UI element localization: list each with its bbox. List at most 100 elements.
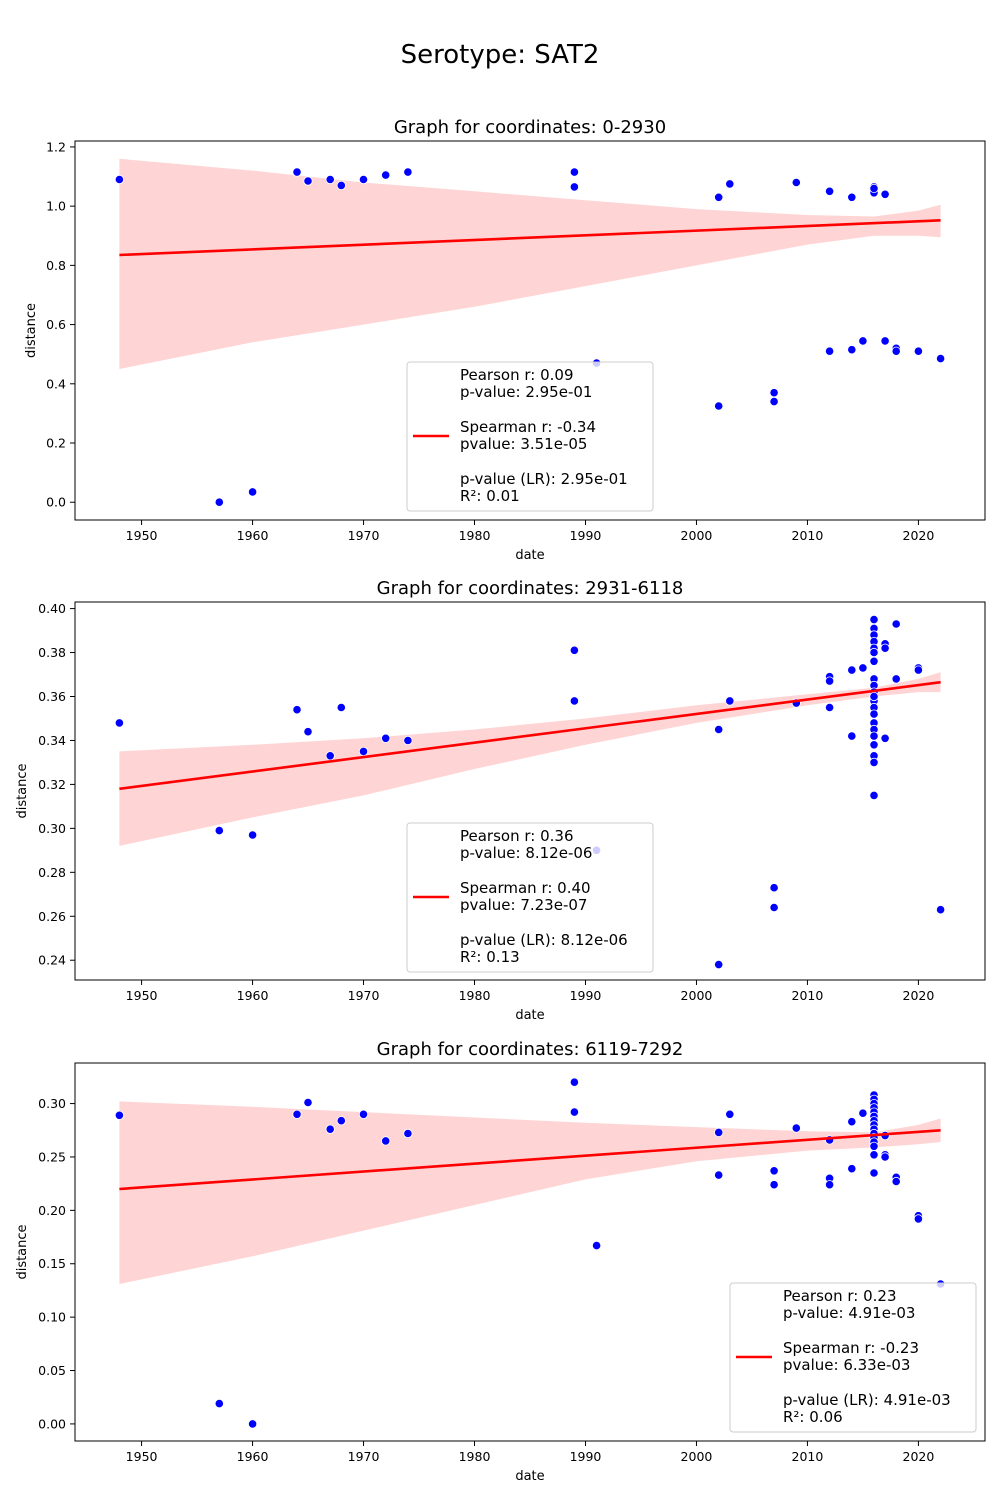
legend-lr-p: p-value (LR): 8.12e-06 xyxy=(460,931,628,949)
data-point xyxy=(714,401,724,411)
legend-box xyxy=(406,822,654,973)
data-point xyxy=(824,186,835,196)
data-point xyxy=(214,1399,224,1409)
regression-line xyxy=(119,680,941,791)
y-tick-label: 1.0 xyxy=(46,199,66,214)
data-point xyxy=(714,1170,724,1180)
data-point xyxy=(847,1164,857,1174)
data-point xyxy=(913,1214,924,1224)
data-point xyxy=(381,170,391,180)
data-point xyxy=(869,790,879,801)
y-tick-label: 0.8 xyxy=(46,258,66,273)
legend-spearman-p: pvalue: 3.51e-05 xyxy=(460,435,587,453)
x-tick-label: 1990 xyxy=(570,988,602,1003)
y-tick-label: 0.05 xyxy=(38,1363,66,1378)
data-point xyxy=(381,1136,391,1146)
plot-area xyxy=(114,158,946,507)
data-point xyxy=(891,1176,901,1187)
data-point xyxy=(935,353,946,364)
data-point xyxy=(891,346,901,356)
data-point xyxy=(214,825,224,836)
data-point xyxy=(769,902,779,913)
data-point xyxy=(403,735,413,746)
y-tick-label: 0.2 xyxy=(46,436,66,451)
x-axis-label: date xyxy=(515,1008,544,1023)
data-point xyxy=(114,1110,125,1120)
x-tick-label: 1960 xyxy=(237,528,269,543)
data-point xyxy=(769,1180,779,1190)
x-tick-label: 1970 xyxy=(348,528,380,543)
y-tick-label: 0.30 xyxy=(38,821,66,836)
data-point xyxy=(869,1141,879,1151)
legend-lr-p: p-value (LR): 4.91e-03 xyxy=(783,1391,951,1409)
data-point xyxy=(725,1109,735,1119)
y-tick-label: 1.2 xyxy=(46,139,66,154)
legend-spearman: Spearman r: -0.34 xyxy=(460,418,596,436)
data-point xyxy=(769,388,779,398)
legend-r2: R²: 0.01 xyxy=(460,487,520,505)
chart-title: Graph for coordinates: 2931-6118 xyxy=(377,578,684,599)
legend-lr-p: p-value (LR): 2.95e-01 xyxy=(460,470,628,488)
data-point xyxy=(292,167,302,177)
data-point xyxy=(869,1168,879,1178)
legend-r2: R²: 0.13 xyxy=(460,948,520,966)
axes-frame xyxy=(74,601,986,981)
data-point xyxy=(880,189,890,199)
data-point xyxy=(292,1109,302,1119)
x-tick-label: 2010 xyxy=(792,988,824,1003)
data-point xyxy=(292,705,302,715)
data-point xyxy=(847,1117,857,1127)
y-tick-label: 0.4 xyxy=(46,376,66,391)
confidence-band xyxy=(119,158,941,369)
data-point xyxy=(858,1108,868,1118)
data-point xyxy=(847,345,857,355)
data-point xyxy=(847,192,857,202)
x-tick-label: 1980 xyxy=(459,528,491,543)
data-point xyxy=(847,731,857,741)
data-point xyxy=(769,396,779,407)
y-tick-label: 0.6 xyxy=(46,317,66,332)
legend: Pearson r: 0.23p-value: 4.91e-03 Spearman… xyxy=(729,1282,977,1433)
data-point xyxy=(336,1116,346,1126)
x-tick-label: 2010 xyxy=(792,528,824,543)
data-point xyxy=(869,740,879,750)
chart-title: Graph for coordinates: 6119-7292 xyxy=(377,1039,684,1060)
data-point xyxy=(358,746,369,757)
data-point xyxy=(824,1180,835,1190)
y-tick-label: 0.26 xyxy=(38,909,66,924)
x-tick-label: 2000 xyxy=(681,1449,713,1464)
plot-area xyxy=(114,614,946,970)
legend-r2: R²: 0.06 xyxy=(783,1408,843,1426)
data-point xyxy=(303,176,313,186)
x-axis-label: date xyxy=(515,548,544,563)
data-point xyxy=(214,497,224,507)
data-point xyxy=(569,696,580,706)
y-axis-label: distance xyxy=(15,1224,30,1279)
y-tick-label: 0.10 xyxy=(38,1310,66,1325)
y-axis-label: distance xyxy=(24,303,39,358)
confidence-band xyxy=(119,672,941,846)
y-tick-label: 0.20 xyxy=(38,1203,66,1218)
data-point xyxy=(714,959,724,970)
regression-line xyxy=(119,1128,941,1191)
x-tick-label: 1980 xyxy=(459,1449,491,1464)
x-tick-label: 1990 xyxy=(570,528,602,543)
data-point xyxy=(114,718,125,728)
y-tick-label: 0.36 xyxy=(38,689,66,704)
data-point xyxy=(358,1109,369,1119)
x-tick-label: 1950 xyxy=(126,1449,158,1464)
y-tick-label: 0.0 xyxy=(46,495,66,510)
data-point xyxy=(714,192,724,202)
legend-pearson: Pearson r: 0.36 xyxy=(460,827,574,845)
data-point xyxy=(303,1097,313,1108)
legend-box xyxy=(406,361,654,512)
data-point xyxy=(880,733,890,743)
data-point xyxy=(569,645,580,655)
data-point xyxy=(791,1123,801,1133)
legend-pearson-p: p-value: 2.95e-01 xyxy=(460,383,592,401)
data-point xyxy=(569,1107,580,1117)
data-point xyxy=(880,1152,890,1162)
x-tick-label: 2020 xyxy=(903,988,935,1003)
legend: Pearson r: 0.36p-value: 8.12e-06 Spearman… xyxy=(406,822,654,973)
y-tick-label: 0.38 xyxy=(38,645,66,660)
